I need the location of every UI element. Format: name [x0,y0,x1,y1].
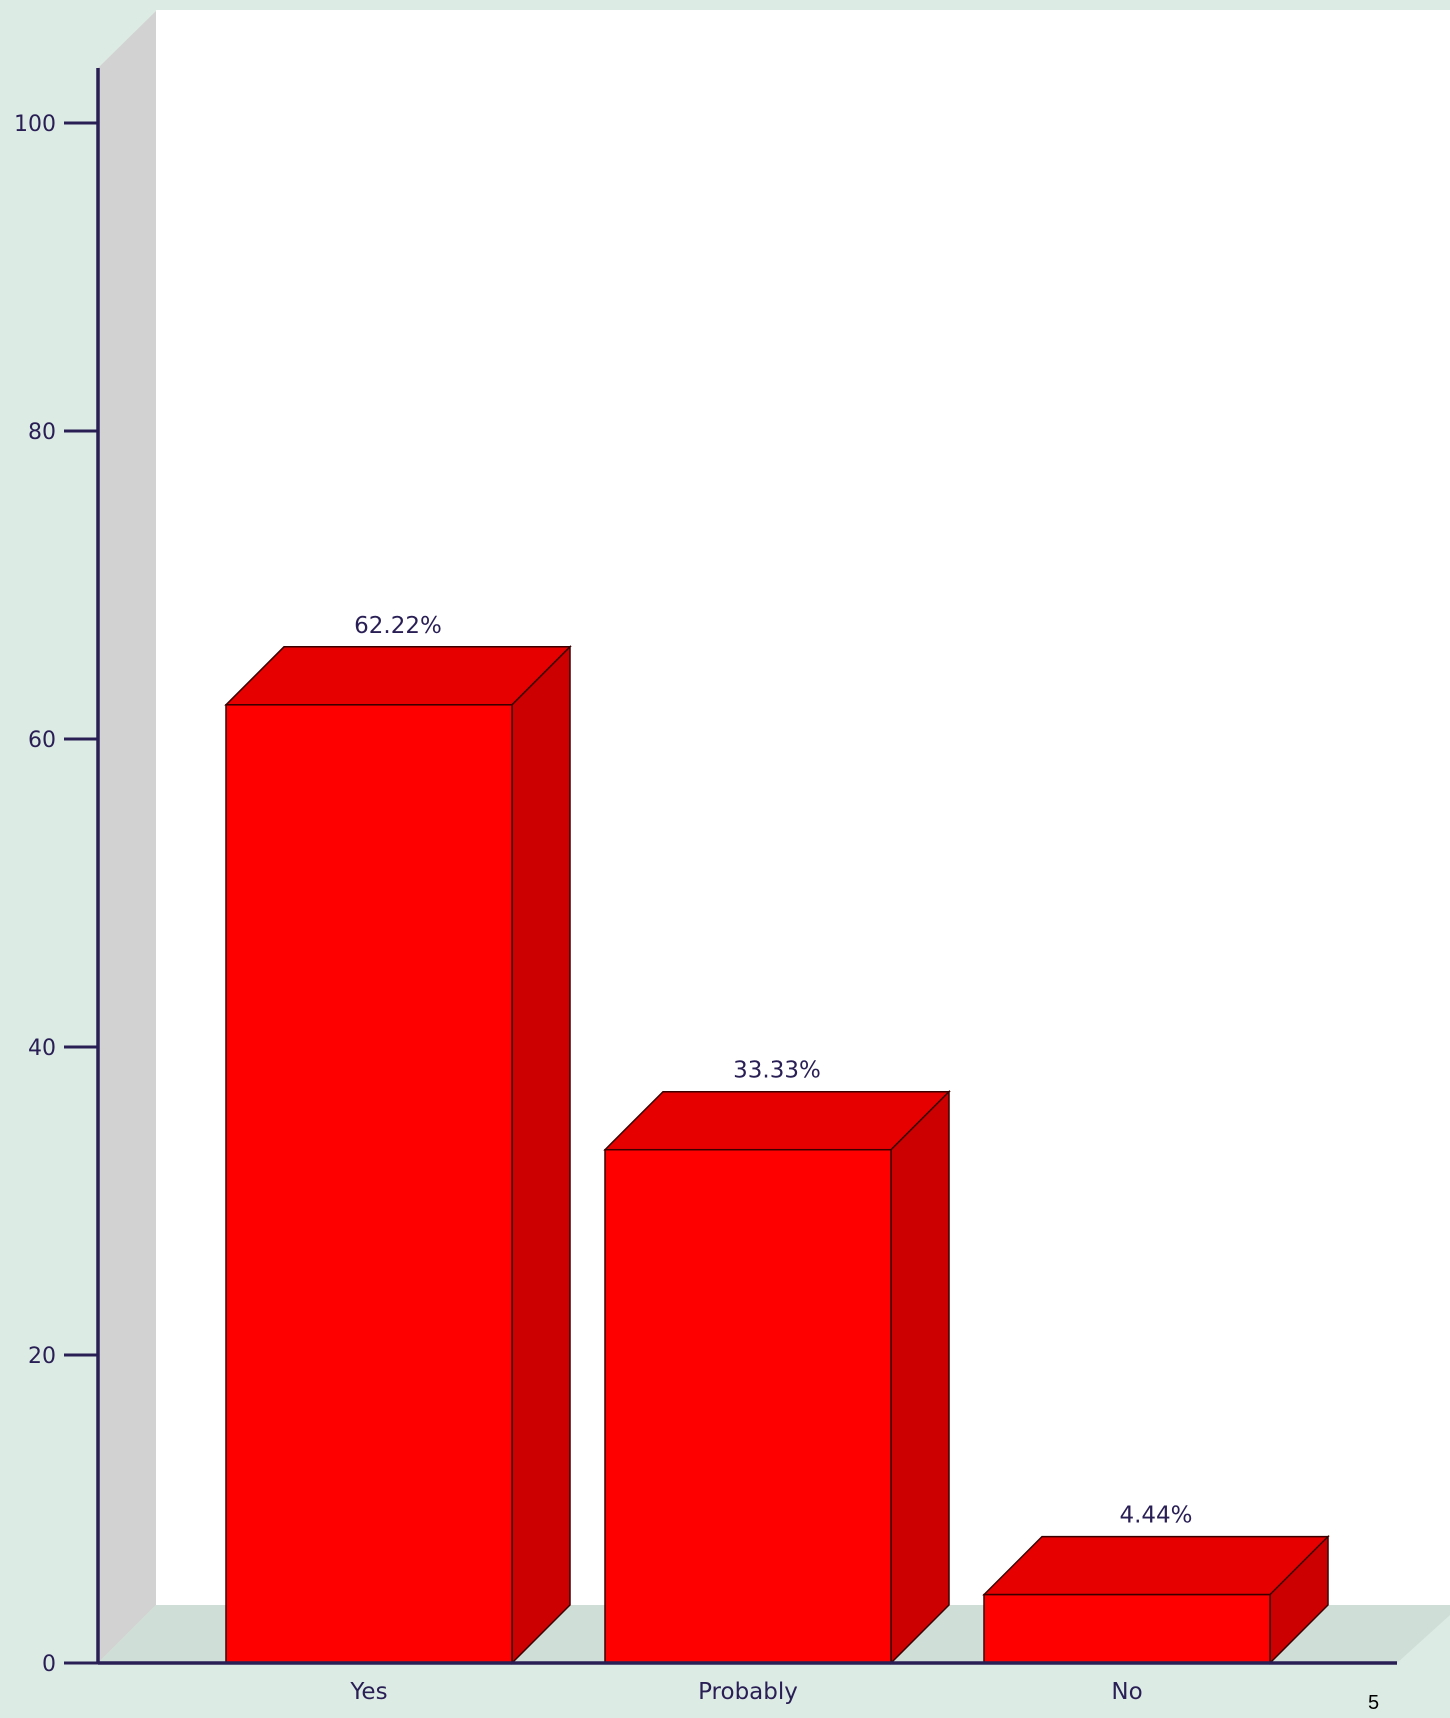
x-tick-label: No [1111,1679,1142,1705]
bar-top [603,1090,951,1151]
bar-side [511,645,571,1665]
bar-top [982,1535,1330,1596]
bar-front [225,704,513,1664]
left-wall [98,11,156,1663]
data-label: 4.44% [1119,1503,1192,1529]
bar-side [890,1089,950,1665]
bar-front [983,1593,1271,1664]
bar-top [224,646,572,706]
bars [224,645,1330,1665]
bar-no [982,1534,1330,1665]
labels: 62.22% Yes 33.33% Probably 4.44% No 0 20 40 60 80 1… [14,112,1193,1705]
y-tick-label: 100 [14,112,56,137]
bar-probably [603,1089,951,1665]
bar-front [604,1148,892,1664]
x-tick-label: Yes [349,1679,387,1705]
y-tick-label: 20 [28,1344,56,1369]
bar-yes [224,645,572,1665]
y-tick-label: 80 [28,420,56,445]
data-label: 33.33% [733,1058,821,1084]
y-tick-label: 0 [42,1652,56,1677]
y-tick-label: 40 [28,1036,56,1061]
page-number: 5 [1368,1692,1380,1714]
x-tick-label: Probably [698,1679,798,1705]
data-label: 62.22% [354,613,442,639]
axes [64,68,1397,1665]
y-tick-label: 60 [28,728,56,753]
